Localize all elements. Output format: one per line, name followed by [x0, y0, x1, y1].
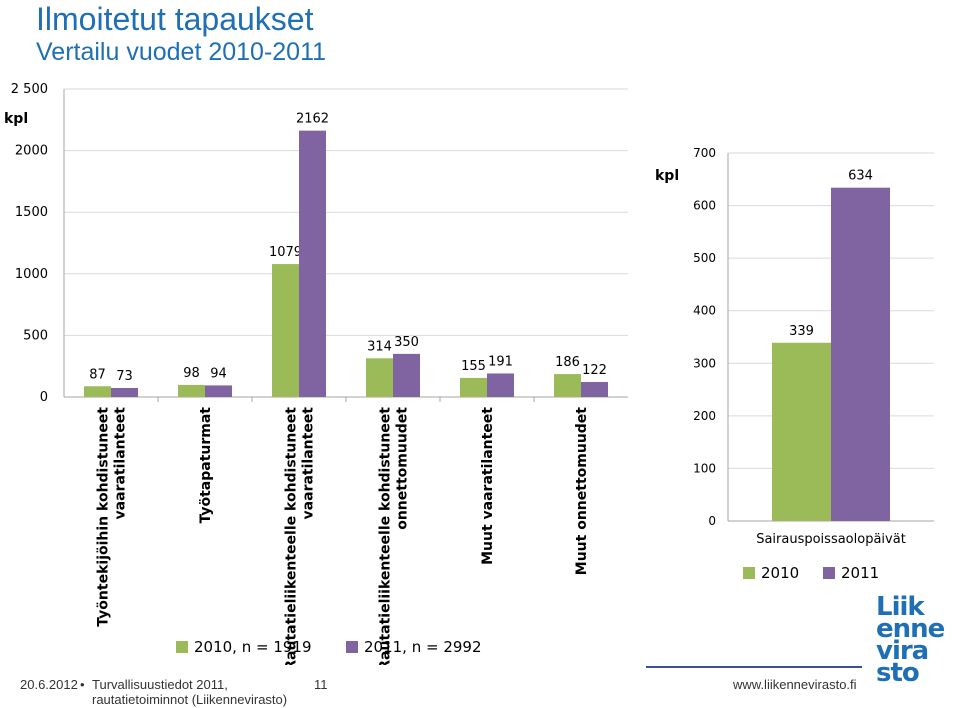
- y-tick-label: 0: [708, 514, 716, 528]
- bar: [772, 342, 831, 521]
- y-tick-label: 1000: [15, 267, 48, 282]
- x-category-label: Rautatieliikenteelle kohdistuneet onnetto…: [378, 407, 411, 665]
- y-tick-label: 500: [693, 251, 716, 265]
- bar: [272, 264, 299, 397]
- x-category-label: Muut onnettomuudet: [574, 407, 590, 576]
- footer-source-line2: rautatietoiminnot (Liikennevirasto): [92, 692, 288, 707]
- data-label: 339: [789, 324, 814, 339]
- bar: [299, 130, 326, 397]
- bar: [554, 374, 581, 397]
- y-axis-unit-label: kpl: [655, 168, 679, 184]
- logo-line: Liik: [876, 592, 925, 622]
- logo-line: sto: [876, 658, 920, 688]
- y-tick-label: 2000: [15, 144, 48, 159]
- bar: [366, 358, 393, 397]
- x-category-line: vaaratilanteet: [113, 407, 129, 520]
- y-tick-label: 0: [40, 390, 48, 405]
- legend-label: 2010, n = 1919: [194, 638, 312, 656]
- x-category-line: Muut onnettomuudet: [574, 407, 590, 576]
- footer-date: 20.6.2012: [20, 677, 78, 692]
- legend-label: 2011, n = 2992: [364, 638, 482, 656]
- x-category-line: vaaratilanteet: [301, 407, 317, 520]
- liikennevirasto-logo: Liik enne vira sto: [876, 592, 960, 688]
- incident-bar-chart: 0 500 1000 1500 2000 2 500 kpl 87 73 Työntekijöih…: [4, 82, 628, 665]
- data-label: 2162: [296, 112, 329, 127]
- y-tick-label: 2 500: [11, 82, 48, 97]
- logo-line: vira: [876, 636, 929, 666]
- slide-title: Ilmoitetut tapaukset: [36, 1, 314, 37]
- data-label: 1079: [269, 245, 302, 260]
- footer-bullet: •: [80, 677, 85, 692]
- x-category-label: Muut vaaratilanteet: [480, 407, 496, 565]
- x-category-label: Työtapaturmat: [198, 407, 214, 524]
- data-label: 98: [183, 366, 200, 381]
- bar: [111, 388, 138, 397]
- data-label: 186: [555, 355, 580, 370]
- x-category-line: Rautatieliikenteelle kohdistuneet: [284, 407, 300, 665]
- x-category-line: Työtapaturmat: [198, 407, 214, 524]
- y-tick-label: 100: [693, 461, 716, 475]
- bar: [178, 384, 205, 397]
- data-label: 314: [367, 339, 392, 354]
- logo-line: enne: [876, 614, 945, 644]
- y-tick-label: 400: [693, 304, 716, 318]
- legend-swatch: [346, 641, 358, 653]
- bar: [831, 187, 890, 521]
- bar: [460, 377, 487, 397]
- y-tick-label: 500: [23, 328, 48, 343]
- y-tick-label: 1500: [15, 205, 48, 220]
- y-tick-label: 600: [693, 199, 716, 213]
- footer-website-link[interactable]: www.liikennevirasto.fi: [733, 677, 857, 692]
- data-label: 94: [210, 366, 227, 381]
- data-label: 634: [848, 169, 873, 184]
- x-category-label: Työntekijöihin kohdistuneet vaaratilantee…: [96, 407, 129, 627]
- data-label: 87: [89, 367, 106, 382]
- bar: [393, 353, 420, 397]
- slide-subtitle: Vertailu vuodet 2010-2011: [36, 38, 327, 66]
- x-category-label: Sairauspoissaolopäivät: [756, 532, 906, 547]
- y-tick-label: 200: [693, 409, 716, 423]
- data-label: 73: [116, 369, 133, 384]
- sick-leave-bar-chart: 0 100 200 300 400 500 600 700 kpl 339 634 Sairauspo…: [655, 146, 934, 582]
- x-category-line: Muut vaaratilanteet: [480, 407, 496, 565]
- x-category-label: Rautatieliikenteelle kohdistuneet vaarati…: [284, 407, 317, 665]
- data-label: 350: [394, 335, 419, 350]
- footer-source-line1: Turvallisuustiedot 2011,: [92, 677, 228, 692]
- data-label: 155: [461, 359, 486, 374]
- y-tick-label: 300: [693, 356, 716, 370]
- bar: [581, 381, 608, 397]
- legend-label: 2010: [761, 564, 799, 582]
- bar: [84, 386, 111, 397]
- footer-divider: [646, 666, 862, 668]
- footer-page-number: 11: [314, 677, 328, 692]
- legend-swatch: [176, 641, 188, 653]
- legend-label: 2011: [841, 564, 879, 582]
- x-category-line: Rautatieliikenteelle kohdistuneet: [378, 407, 394, 665]
- data-label: 191: [488, 354, 513, 369]
- y-tick-label: 700: [693, 146, 716, 160]
- x-category-line: onnettomuudet: [395, 407, 411, 530]
- x-category-line: Työntekijöihin kohdistuneet: [96, 407, 112, 627]
- y-axis-unit-label: kpl: [4, 111, 28, 127]
- legend-swatch: [823, 567, 835, 579]
- data-label: 122: [582, 363, 607, 378]
- bar: [487, 373, 514, 397]
- legend-swatch: [743, 567, 755, 579]
- bar: [205, 385, 232, 397]
